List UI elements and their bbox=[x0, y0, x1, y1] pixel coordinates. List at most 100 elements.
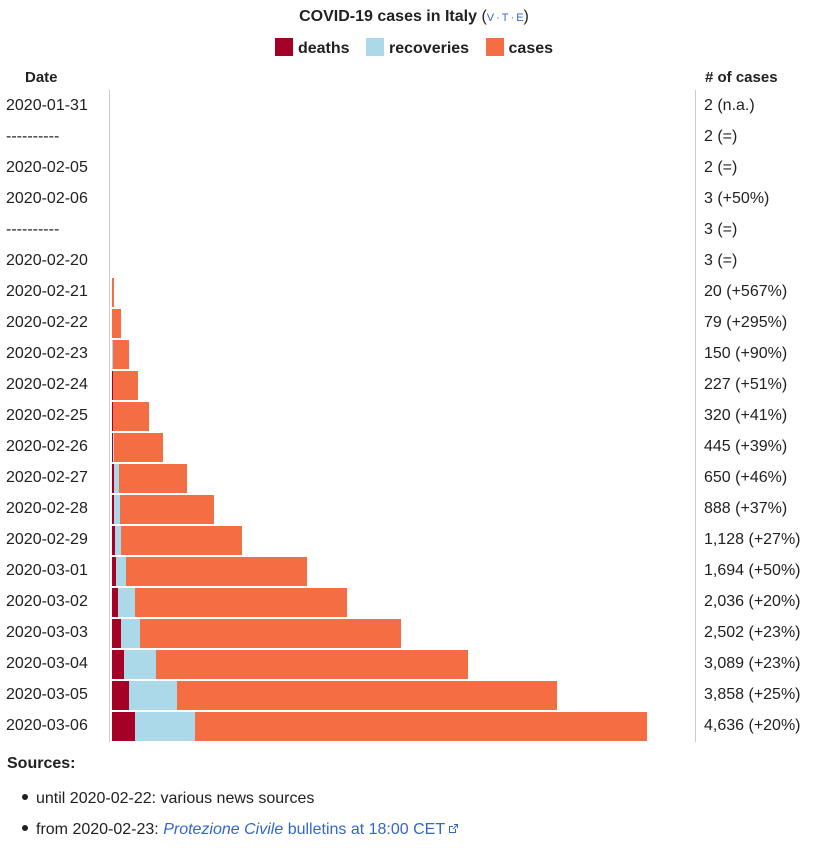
legend-deaths: deaths bbox=[274, 38, 350, 58]
bar-cases bbox=[113, 402, 149, 431]
bar-cases bbox=[112, 278, 115, 307]
table-row: 2020-02-22 79 (+295%) bbox=[0, 308, 828, 339]
sources-title: Sources: bbox=[7, 755, 76, 772]
source-item-news: until 2020-02-22: various news sources bbox=[22, 790, 314, 808]
source-item-protezione: from 2020-02-23: Protezione Civile bulle… bbox=[22, 821, 459, 839]
bar-recoveries bbox=[129, 681, 177, 710]
row-cases-label: 2,036 (+20%) bbox=[704, 593, 801, 610]
vte-view-link[interactable]: V bbox=[486, 12, 495, 24]
bar-cases bbox=[156, 650, 469, 679]
bar-recoveries bbox=[134, 712, 196, 741]
row-cases-label: 20 (+567%) bbox=[704, 283, 788, 300]
bar-recoveries bbox=[114, 495, 120, 524]
row-date-label: 2020-02-21 bbox=[6, 283, 88, 300]
row-date-label: 2020-03-04 bbox=[6, 655, 88, 672]
table-row: 2020-02-20 3 (=) bbox=[0, 246, 828, 277]
bar-deaths bbox=[112, 495, 115, 524]
row-cases-label: 888 (+37%) bbox=[704, 500, 788, 517]
legend-deaths-label: deaths bbox=[297, 40, 350, 57]
table-row: 2020-03-04 3,089 (+23%) bbox=[0, 649, 828, 680]
table-row: 2020-02-24 227 (+51%) bbox=[0, 370, 828, 401]
source-item-news-text: until 2020-02-22: various news sources bbox=[36, 790, 315, 807]
protezione-civile-link[interactable]: Protezione Civile bulletins at 18:00 CET bbox=[163, 821, 459, 838]
protezione-civile-link-name: Protezione Civile bbox=[163, 821, 284, 838]
bar-deaths bbox=[112, 402, 114, 431]
legend-deaths-swatch bbox=[274, 38, 293, 56]
chart-title-text: COVID-19 cases in Italy bbox=[299, 8, 477, 25]
bar-cases bbox=[119, 495, 215, 524]
bar-cases bbox=[112, 340, 130, 369]
bar-deaths bbox=[112, 433, 114, 462]
row-date-label: 2020-02-05 bbox=[6, 159, 88, 176]
legend: deaths recoveries cases bbox=[0, 38, 828, 58]
row-cases-label: 1,128 (+27%) bbox=[704, 531, 801, 548]
legend-recoveries: recoveries bbox=[366, 38, 469, 58]
legend-cases-swatch bbox=[485, 38, 504, 56]
bar-recoveries bbox=[115, 526, 122, 555]
protezione-civile-link-rest: bulletins at 18:00 CET bbox=[283, 821, 446, 838]
source-item-protezione-prefix: from 2020-02-23: bbox=[36, 821, 164, 838]
vte-edit-link[interactable]: E bbox=[516, 12, 524, 24]
bar-recoveries bbox=[115, 557, 126, 586]
table-row: 2020-02-06 3 (+50%) bbox=[0, 184, 828, 215]
row-date-label: 2020-02-06 bbox=[6, 190, 88, 207]
row-date-label: 2020-02-24 bbox=[6, 376, 88, 393]
chart-title: COVID-19 cases in Italy (V · T · E) bbox=[0, 8, 828, 26]
external-link-icon bbox=[449, 824, 459, 833]
row-date-label: 2020-03-05 bbox=[6, 686, 88, 703]
bar-cases bbox=[176, 681, 558, 710]
row-cases-label: 445 (+39%) bbox=[704, 438, 788, 455]
table-row: 2020-03-01 1,694 (+50%) bbox=[0, 556, 828, 587]
row-date-label: ---------- bbox=[6, 128, 60, 145]
bar-cases bbox=[121, 526, 243, 555]
table-row: 2020-03-02 2,036 (+20%) bbox=[0, 587, 828, 618]
row-date-label: 2020-03-06 bbox=[6, 717, 88, 734]
row-cases-label: 3,089 (+23%) bbox=[704, 655, 801, 672]
row-date-label: 2020-01-31 bbox=[6, 97, 88, 114]
bar-cases bbox=[112, 309, 122, 338]
bar-cases bbox=[125, 557, 308, 586]
table-row: 2020-02-05 2 (=) bbox=[0, 153, 828, 184]
legend-recoveries-swatch bbox=[366, 38, 384, 56]
bar-recoveries bbox=[124, 650, 157, 679]
row-cases-label: 650 (+46%) bbox=[704, 469, 788, 486]
row-cases-label: 4,636 (+20%) bbox=[704, 717, 801, 734]
row-cases-label: 3 (+50%) bbox=[704, 190, 770, 207]
row-cases-label: 150 (+90%) bbox=[704, 345, 788, 362]
bar-cases bbox=[195, 712, 647, 741]
bar-deaths bbox=[112, 588, 118, 617]
row-date-label: 2020-02-25 bbox=[6, 407, 88, 424]
bar-cases bbox=[119, 464, 187, 493]
table-row: 2020-02-27 650 (+46%) bbox=[0, 463, 828, 494]
row-cases-label: 3 (=) bbox=[704, 252, 738, 269]
table-row: 2020-03-03 2,502 (+23%) bbox=[0, 618, 828, 649]
bar-deaths bbox=[112, 650, 125, 679]
vte-talk-link[interactable]: T bbox=[501, 12, 509, 24]
bar-deaths bbox=[112, 464, 114, 493]
bar-recoveries bbox=[118, 588, 136, 617]
row-date-label: ---------- bbox=[6, 221, 60, 238]
row-cases-label: 3 (=) bbox=[704, 221, 738, 238]
bar-cases bbox=[112, 371, 139, 400]
table-row: 2020-02-23 150 (+90%) bbox=[0, 339, 828, 370]
row-date-label: 2020-02-20 bbox=[6, 252, 88, 269]
row-cases-label: 1,694 (+50%) bbox=[704, 562, 801, 579]
bar-deaths bbox=[112, 619, 122, 648]
row-cases-label: 2,502 (+23%) bbox=[704, 624, 801, 641]
legend-cases: cases bbox=[485, 38, 553, 58]
table-row: 2020-02-26 445 (+39%) bbox=[0, 432, 828, 463]
bar-cases bbox=[135, 588, 347, 617]
row-date-label: 2020-02-26 bbox=[6, 438, 88, 455]
row-date-label: 2020-02-23 bbox=[6, 345, 88, 362]
table-row: 2020-03-06 4,636 (+20%) bbox=[0, 711, 828, 742]
bar-cases bbox=[113, 433, 164, 462]
row-cases-label: 320 (+41%) bbox=[704, 407, 788, 424]
row-date-label: 2020-03-01 bbox=[6, 562, 88, 579]
date-column-header: Date bbox=[25, 69, 58, 86]
table-row: ---------- 3 (=) bbox=[0, 215, 828, 246]
legend-recoveries-label: recoveries bbox=[389, 40, 470, 57]
row-date-label: 2020-02-22 bbox=[6, 314, 88, 331]
bar-deaths bbox=[112, 712, 135, 741]
right-axis-line bbox=[695, 90, 696, 742]
table-row: 2020-02-28 888 (+37%) bbox=[0, 494, 828, 525]
